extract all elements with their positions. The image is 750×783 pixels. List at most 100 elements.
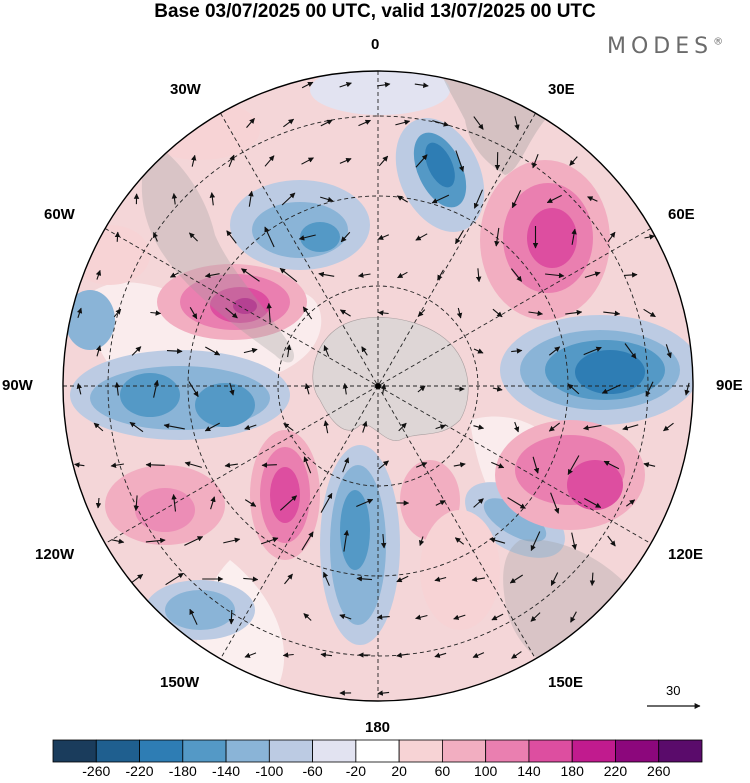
wind-vector <box>129 573 144 585</box>
wind-vector <box>145 462 165 468</box>
wind-vector <box>643 462 656 468</box>
positive-anomalies <box>70 100 645 630</box>
wind-vector <box>473 348 484 354</box>
wind-vector <box>169 272 179 278</box>
antarctica-landmass <box>312 316 469 441</box>
colorbar-swatch <box>571 739 616 763</box>
wind-vector <box>189 608 198 625</box>
wind-vector <box>243 576 259 582</box>
wind-vector <box>96 345 102 357</box>
wind-vector <box>397 271 408 279</box>
wind-vector <box>377 310 389 316</box>
wind-vector <box>153 379 160 398</box>
wind-vector <box>191 154 197 167</box>
south-america-landmass <box>141 140 295 363</box>
wind-vector <box>260 537 279 545</box>
wind-vector <box>571 532 577 550</box>
wind-vector <box>415 462 428 468</box>
wind-vector <box>511 651 522 659</box>
wind-vector <box>415 154 428 168</box>
wind-vector <box>264 155 275 167</box>
modes-logo: MODES® <box>607 34 724 59</box>
colorbar <box>52 739 703 763</box>
wind-vector <box>625 499 636 507</box>
wind-vector <box>455 150 465 172</box>
reference-vector-label: 30 <box>666 683 681 698</box>
wind-vector <box>320 492 333 513</box>
wind-vector <box>492 308 503 318</box>
wind-vector <box>550 492 560 514</box>
wind-vector <box>171 193 178 205</box>
wind-vector <box>603 460 620 470</box>
wind-vector <box>492 386 503 392</box>
colorbar-tick-label: -100 <box>255 763 284 779</box>
lon-label-120e: 120E <box>668 546 704 563</box>
wind-vector <box>396 652 409 658</box>
wind-vector <box>229 382 235 396</box>
wind-vector <box>224 462 238 468</box>
wind-vector <box>454 537 465 545</box>
colorbar-swatch <box>658 739 703 763</box>
wind-vector <box>282 652 294 658</box>
wind-vector <box>320 119 333 127</box>
wind-vector <box>358 119 372 127</box>
wind-vector <box>473 498 484 508</box>
colorbar-tick-label: -220 <box>125 763 154 779</box>
wind-vector <box>204 272 220 279</box>
wind-vector <box>645 381 654 397</box>
wind-vector <box>473 116 484 130</box>
lon-label-150e: 150E <box>548 674 584 691</box>
wind-vector <box>583 346 602 356</box>
wind-vector <box>434 652 447 658</box>
wind-vector <box>665 344 672 359</box>
lon-label-180: 180 <box>365 719 391 736</box>
colorbar-tick-label: 260 <box>647 763 671 779</box>
wind-vector <box>398 422 407 432</box>
wind-vector <box>323 571 330 586</box>
wind-vector <box>342 457 350 473</box>
wind-vector <box>432 120 450 127</box>
wind-vector <box>74 462 85 468</box>
wind-vector <box>417 385 426 393</box>
wind-vector <box>565 309 583 316</box>
wind-vector <box>361 346 368 356</box>
wind-vector <box>301 531 314 551</box>
wind-vector <box>76 307 83 318</box>
wind-vector <box>163 423 185 430</box>
colorbar-swatch <box>268 739 314 763</box>
wind-vector <box>473 424 485 430</box>
wind-vector <box>301 81 314 89</box>
wind-vector <box>511 190 522 209</box>
colorbar-tick-label: 180 <box>560 763 584 779</box>
wind-vector <box>95 497 102 509</box>
wind-vector <box>95 269 102 280</box>
wind-vector <box>171 493 177 512</box>
wind-vector <box>491 461 505 469</box>
wind-vector <box>303 613 312 621</box>
wind-vector <box>210 496 216 510</box>
wind-vector <box>472 652 485 658</box>
wind-vector <box>228 154 235 168</box>
lon-label-60e: 60E <box>668 206 695 223</box>
colorbar-tick-label: -20 <box>345 763 366 779</box>
wind-vector <box>228 609 235 625</box>
wind-vector <box>356 576 373 582</box>
wind-vector <box>184 536 204 546</box>
wind-vector <box>280 495 298 511</box>
lon-label-30w: 30W <box>170 81 201 98</box>
wind-vector <box>318 271 335 278</box>
wind-vector <box>624 343 637 359</box>
wind-vector <box>323 345 330 357</box>
wind-vector <box>607 535 616 547</box>
lon-label-60w: 60W <box>44 206 75 223</box>
wind-vector <box>643 308 656 318</box>
wind-vector <box>110 462 124 468</box>
south-pole-marker <box>375 383 381 389</box>
wind-vector <box>131 346 142 356</box>
wind-vector <box>415 233 428 241</box>
wind-vector <box>491 613 504 621</box>
colorbar-tick-label: 20 <box>391 763 407 779</box>
colorbar-tick-label: -260 <box>82 763 111 779</box>
wind-vector <box>298 234 316 241</box>
